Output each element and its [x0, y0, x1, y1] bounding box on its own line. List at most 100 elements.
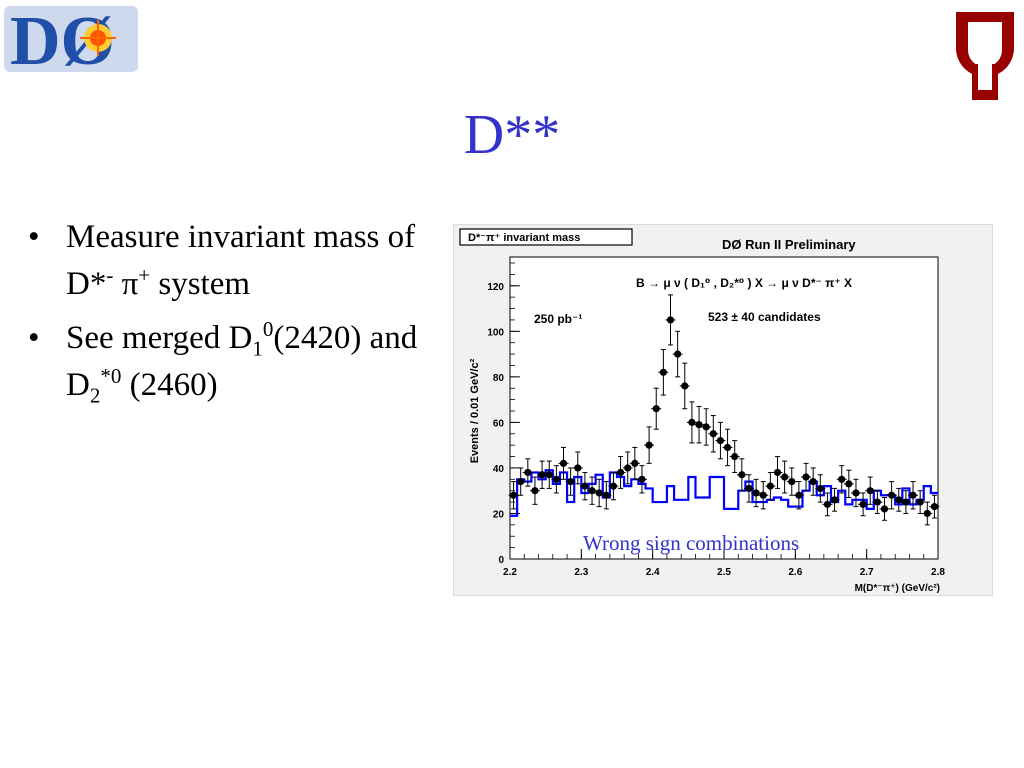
- data-point: [652, 405, 660, 413]
- plot-area: [509, 256, 939, 560]
- data-point: [559, 459, 568, 467]
- data-point: [695, 421, 703, 429]
- slide-title: D**: [463, 104, 561, 166]
- data-point: [866, 487, 874, 495]
- data-point: [616, 468, 625, 477]
- bullet-dot: •: [28, 320, 40, 356]
- data-point: [830, 496, 839, 504]
- data-point: [888, 491, 896, 499]
- data-point: [752, 489, 760, 497]
- data-point: [731, 452, 739, 461]
- bullet-list: • Measure invariant mass of D*- π+ system…: [28, 214, 448, 416]
- x-tick-label: 2.4: [646, 567, 660, 578]
- data-point: [916, 498, 924, 506]
- bullet-text-part: 2: [89, 383, 101, 408]
- chart-process: B → μ ν ( D₁⁰ , D₂*⁰ ) X → μ ν D*⁻ π⁺ X: [636, 276, 852, 290]
- data-point: [524, 468, 532, 477]
- data-point: [666, 316, 675, 324]
- bullet-text-part: system: [150, 266, 251, 302]
- data-point: [552, 475, 560, 483]
- data-point: [766, 482, 774, 490]
- bullet-item: • Measure invariant mass of D*- π+ system: [28, 214, 448, 308]
- y-tick-label: 0: [498, 555, 504, 566]
- chart-panel: D*⁻π⁺ invariant mass DØ Run II Preliminar…: [453, 224, 993, 596]
- chart-luminosity: 250 pb⁻¹: [534, 312, 582, 326]
- bullet-text-part: See merged D: [66, 320, 253, 356]
- data-point: [745, 484, 753, 493]
- data-point: [581, 482, 589, 490]
- data-point: [588, 487, 596, 495]
- bullet-text-part: *0: [100, 364, 122, 388]
- data-point: [645, 441, 653, 449]
- data-point: [674, 350, 682, 358]
- y-tick-label: 40: [493, 464, 505, 475]
- x-tick-label: 2.5: [717, 567, 731, 578]
- bullet-item: • See merged D10(2420) and D2*0 (2460): [28, 315, 448, 409]
- data-point: [509, 491, 518, 499]
- wrong-sign-annotation: Wrong sign combinations: [583, 531, 799, 555]
- data-point: [702, 423, 710, 431]
- wrong-sign-histogram: [510, 469, 938, 517]
- data-point: [852, 489, 860, 497]
- data-point: [659, 368, 667, 376]
- x-tick-label: 2.3: [574, 567, 588, 578]
- data-point: [838, 475, 846, 483]
- data-point: [809, 477, 817, 486]
- data-point: [631, 459, 639, 467]
- data-point: [773, 468, 782, 477]
- data-point: [873, 498, 881, 506]
- data-point: [567, 477, 575, 486]
- data-point: [859, 500, 867, 508]
- data-point: [795, 491, 803, 499]
- data-point: [517, 477, 525, 486]
- bullet-text-part: -: [106, 263, 114, 287]
- data-point: [595, 489, 603, 497]
- bullet-text-part: 0: [262, 317, 274, 341]
- data-point: [624, 464, 632, 472]
- data-point: [923, 509, 931, 518]
- data-point: [602, 491, 610, 499]
- bullet-text-part: +: [138, 263, 151, 287]
- data-point: [638, 475, 646, 483]
- data-point: [895, 496, 903, 504]
- data-point: [738, 471, 746, 479]
- x-tick-label: 2.6: [788, 567, 802, 578]
- data-point: [781, 473, 789, 481]
- data-point: [802, 473, 810, 481]
- bullet-text-part: (2420) and D: [66, 320, 418, 403]
- ou-logo: OU: [956, 12, 1014, 100]
- data-point: [759, 491, 767, 499]
- data-point: [681, 382, 689, 390]
- bullet-text-part: π: [113, 266, 139, 302]
- x-tick-label: 2.2: [503, 567, 517, 578]
- data-point: [574, 464, 582, 472]
- x-tick-label: 2.8: [931, 567, 945, 578]
- chart-title-box-text: D*⁻π⁺ invariant mass: [468, 232, 580, 244]
- data-point: [545, 471, 553, 479]
- bullet-dot: •: [28, 219, 40, 255]
- data-point: [609, 482, 618, 490]
- data-point: [688, 418, 696, 426]
- data-point: [823, 500, 832, 508]
- data-point: [531, 487, 539, 495]
- data-point: [880, 505, 889, 513]
- invariant-mass-chart: D*⁻π⁺ invariant mass DØ Run II Preliminar…: [459, 228, 945, 594]
- y-axis-label: Events / 0.01 GeV/c²: [469, 358, 481, 463]
- chart-candidates: 523 ± 40 candidates: [708, 310, 821, 324]
- data-point: [816, 484, 824, 493]
- x-axis-label: M(D*⁻π⁺) (GeV/c²): [855, 583, 940, 594]
- data-point: [845, 480, 853, 488]
- data-point: [902, 498, 910, 506]
- y-tick-label: 20: [493, 509, 505, 520]
- bullet-text-part: Measure invariant mass of D*: [66, 219, 416, 302]
- y-tick-label: 100: [487, 327, 504, 338]
- data-point: [538, 471, 546, 479]
- data-point: [788, 477, 796, 486]
- data-point: [930, 503, 939, 511]
- bullet-text-part: 1: [252, 336, 263, 361]
- d0-logo: DØ: [4, 3, 138, 76]
- chart-title-box: [459, 228, 633, 246]
- x-tick-label: 2.7: [860, 567, 874, 578]
- chart-header: DØ Run II Preliminary: [722, 237, 856, 252]
- data-point: [716, 437, 725, 445]
